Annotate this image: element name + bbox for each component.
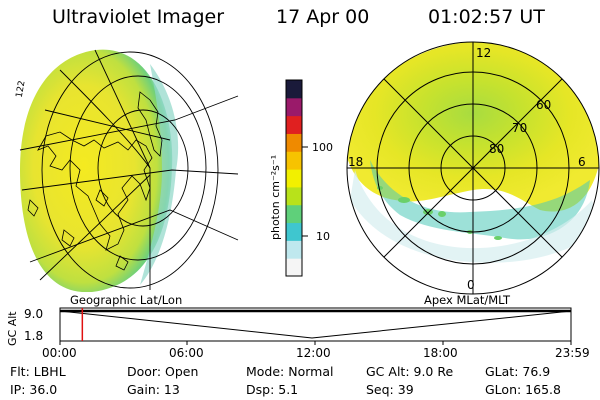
glon-readout: GLon: 165.8	[485, 382, 561, 397]
colorbar-band	[286, 151, 302, 170]
earth-disk	[20, 49, 173, 292]
dsp-readout: Dsp: 5.1	[246, 382, 299, 397]
timeline-xtick-2359: 23:59	[555, 346, 590, 360]
left-panel-caption: Geographic Lat/Lon	[70, 293, 182, 307]
colorbar-band	[286, 240, 302, 259]
filter-readout: Flt: LBHL	[10, 364, 66, 379]
colorbar: 100 10 photon cm⁻²s⁻¹	[269, 79, 333, 277]
instrument-title: Ultraviolet Imager	[52, 6, 225, 28]
glat-readout: GLat: 76.9	[485, 364, 551, 379]
mlt-label-18: 18	[348, 155, 363, 169]
gc-alt-readout: GC Alt: 9.0 Re	[366, 364, 454, 379]
observation-date: 17 Apr 00	[276, 6, 370, 28]
colorbar-band	[286, 133, 302, 152]
timeline-ylabel: GC Alt	[6, 311, 19, 346]
colorbar-band	[286, 222, 302, 241]
map-edge-label: 122	[15, 80, 28, 99]
mode-readout: Mode: Normal	[246, 364, 334, 379]
colorbar-band	[286, 80, 302, 99]
seq-readout: Seq: 39	[366, 382, 414, 397]
timeline: 9.0 1.8 GC Alt 00:00 06:00 12:00 18:00 2…	[6, 307, 590, 360]
mlt-label-0: 0	[467, 278, 475, 292]
observation-time: 01:02:57 UT	[428, 6, 545, 28]
polar-grid	[346, 41, 600, 295]
timeline-ytick-1-8: 1.8	[24, 329, 43, 343]
timeline-xtick-0000: 00:00	[42, 346, 77, 360]
gain-readout: Gain: 13	[127, 382, 180, 397]
colorbar-band	[286, 115, 302, 134]
colorbar-band	[286, 169, 302, 188]
door-readout: Door: Open	[127, 364, 199, 379]
timeline-frame	[59, 307, 572, 342]
timeline-xtick-1800: 18:00	[423, 346, 458, 360]
timeline-xtick-1200: 12:00	[296, 346, 331, 360]
colorbar-band	[286, 186, 302, 206]
limb-glow	[140, 64, 179, 285]
timeline-ytick-9: 9.0	[24, 307, 43, 321]
colorbar-band	[286, 97, 302, 117]
mlt-label-6: 6	[578, 155, 586, 169]
colorbar-band	[286, 258, 302, 277]
mlat-label-70: 70	[512, 121, 527, 135]
mlat-label-80: 80	[489, 142, 504, 156]
right-panel-caption: Apex MLat/MLT	[424, 293, 511, 307]
geographic-map	[19, 49, 239, 292]
colorbar-tick-10: 10	[316, 230, 330, 243]
mlat-label-60: 60	[536, 98, 551, 112]
polar-plot: 12 18 6 0 60 70 80	[346, 41, 600, 295]
altitude-trace	[59, 310, 572, 339]
colorbar-tick-100: 100	[312, 141, 333, 154]
mlt-label-12: 12	[476, 46, 491, 60]
timeline-xtick-0600: 06:00	[169, 346, 204, 360]
dayglow-edge	[370, 160, 590, 240]
colorbar-label: photon cm⁻²s⁻¹	[269, 155, 282, 240]
colorbar-band	[286, 204, 302, 224]
ip-readout: IP: 36.0	[10, 382, 58, 397]
coastlines	[27, 91, 163, 271]
